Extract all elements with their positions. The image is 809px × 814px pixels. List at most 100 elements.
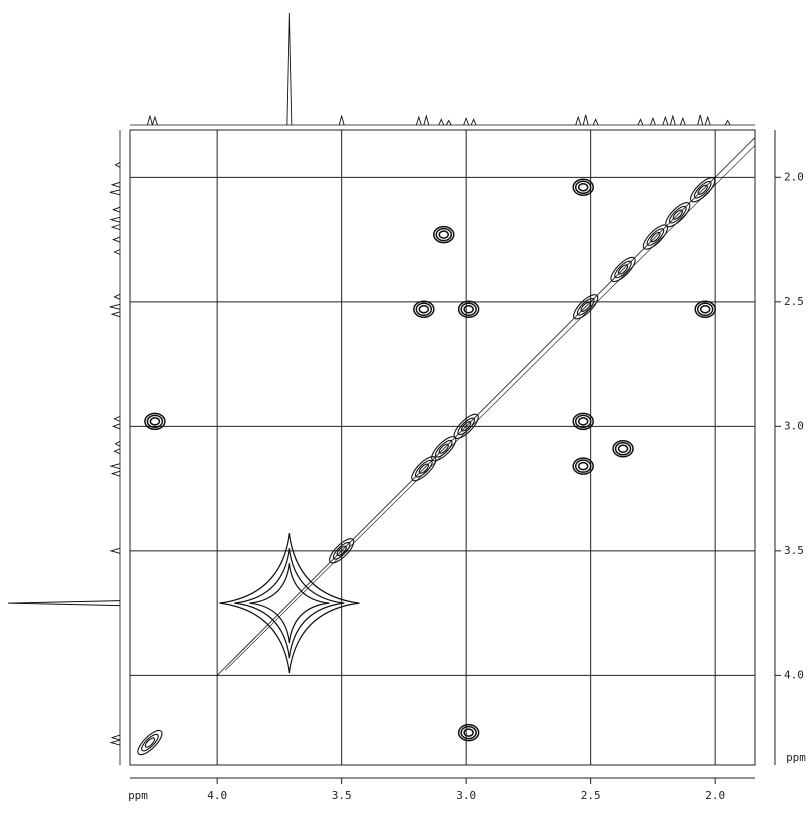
contour: [460, 725, 477, 740]
contour: [418, 463, 429, 474]
contour: [668, 205, 687, 224]
cross-peak: [432, 225, 455, 244]
contour: [672, 209, 683, 220]
projection-peak-top: [679, 116, 686, 126]
projection-peak-left: [111, 236, 121, 243]
diagonal-peak: [219, 533, 360, 674]
contour: [234, 548, 345, 659]
contour: [414, 459, 433, 478]
contour: [463, 728, 474, 737]
diagonal-peak: [453, 413, 479, 439]
projection-peak-top: [669, 114, 676, 126]
contour: [574, 180, 592, 195]
contour: [336, 545, 347, 556]
contour: [617, 264, 629, 275]
contour: [332, 542, 351, 560]
projection-peak-left: [113, 448, 121, 455]
contour: [610, 256, 636, 283]
contour: [650, 231, 661, 243]
contour: [646, 228, 665, 246]
contour: [574, 459, 592, 473]
y-tick-label: 3.0: [784, 419, 804, 432]
projection-peak-top: [592, 118, 599, 126]
projection-peak-left: [110, 470, 121, 477]
contour: [457, 417, 475, 436]
contour: [432, 225, 455, 244]
diagonal-peak: [610, 256, 636, 283]
contour: [418, 305, 430, 314]
projection-peak-top: [445, 119, 452, 126]
x-tick-label: 2.5: [581, 789, 601, 802]
contour: [435, 227, 452, 242]
contour: [413, 300, 435, 319]
contour: [144, 737, 156, 748]
contour: [576, 297, 595, 316]
contour: [612, 439, 634, 458]
diagonal-peak: [411, 456, 437, 482]
x-tick-label: 3.5: [332, 789, 352, 802]
projection-peak-top: [146, 114, 153, 126]
projection-peak-left: [109, 739, 121, 746]
y-axis-label: ppm: [786, 751, 806, 764]
y-tick-label: 2.0: [784, 170, 804, 183]
contour: [614, 260, 632, 279]
projection-peak-left: [109, 463, 121, 470]
x-axis-label: ppm: [128, 789, 148, 802]
projection-peak-top: [338, 114, 345, 126]
contour: [438, 443, 449, 454]
projection-peak-top: [415, 115, 422, 126]
projection-peak-left: [113, 293, 121, 300]
contour: [577, 183, 589, 192]
projection-peak-top: [582, 114, 589, 126]
diagonal-ridge: [216, 137, 756, 676]
projection-peak-left: [113, 415, 121, 422]
contour: [453, 413, 479, 439]
contour: [463, 305, 474, 314]
projection-peak-left: [110, 181, 121, 188]
contour: [577, 461, 589, 471]
contour: [461, 421, 472, 432]
diagonal-peak: [665, 202, 691, 228]
contour: [696, 302, 714, 317]
contour: [144, 412, 166, 431]
projection-peak-left: [110, 224, 121, 231]
contour: [580, 301, 591, 312]
contour: [329, 538, 355, 564]
projection-peak-top: [724, 119, 731, 126]
x-tick-label: 4.0: [207, 789, 227, 802]
projection-peak-top: [438, 118, 445, 126]
x-tick-label: 3.0: [456, 789, 476, 802]
y-tick-label: 3.5: [784, 544, 804, 557]
cross-peak: [457, 300, 480, 319]
contour: [149, 417, 161, 426]
contour: [665, 202, 691, 228]
cross-peak: [413, 300, 435, 319]
cross-peak: [572, 412, 594, 431]
projection-peak-left: [111, 423, 121, 430]
cross-peak: [457, 723, 480, 742]
contour: [572, 457, 594, 475]
projection-peak-top: [286, 12, 293, 126]
projection-peak-top: [704, 115, 711, 126]
diagonal-peak: [329, 538, 355, 564]
projection-peak-top: [470, 118, 477, 126]
contour: [699, 305, 711, 314]
diagonal-peak: [573, 294, 599, 320]
plot-frame: [129, 129, 756, 766]
contour: [577, 417, 589, 426]
projection-peak-top: [575, 115, 582, 126]
cross-peak: [694, 300, 716, 319]
projection-peak-left: [114, 440, 121, 447]
diagonal-ridge: [224, 145, 756, 671]
projection-peak-left: [110, 734, 121, 741]
diagonal-peak: [137, 729, 163, 756]
cross-peak: [612, 439, 634, 458]
contour: [572, 178, 594, 197]
contour: [694, 300, 716, 319]
contour: [697, 184, 708, 195]
contour: [137, 729, 163, 756]
cross-peak: [572, 178, 594, 197]
contour: [614, 441, 632, 456]
y-tick-label: 4.0: [784, 668, 804, 681]
